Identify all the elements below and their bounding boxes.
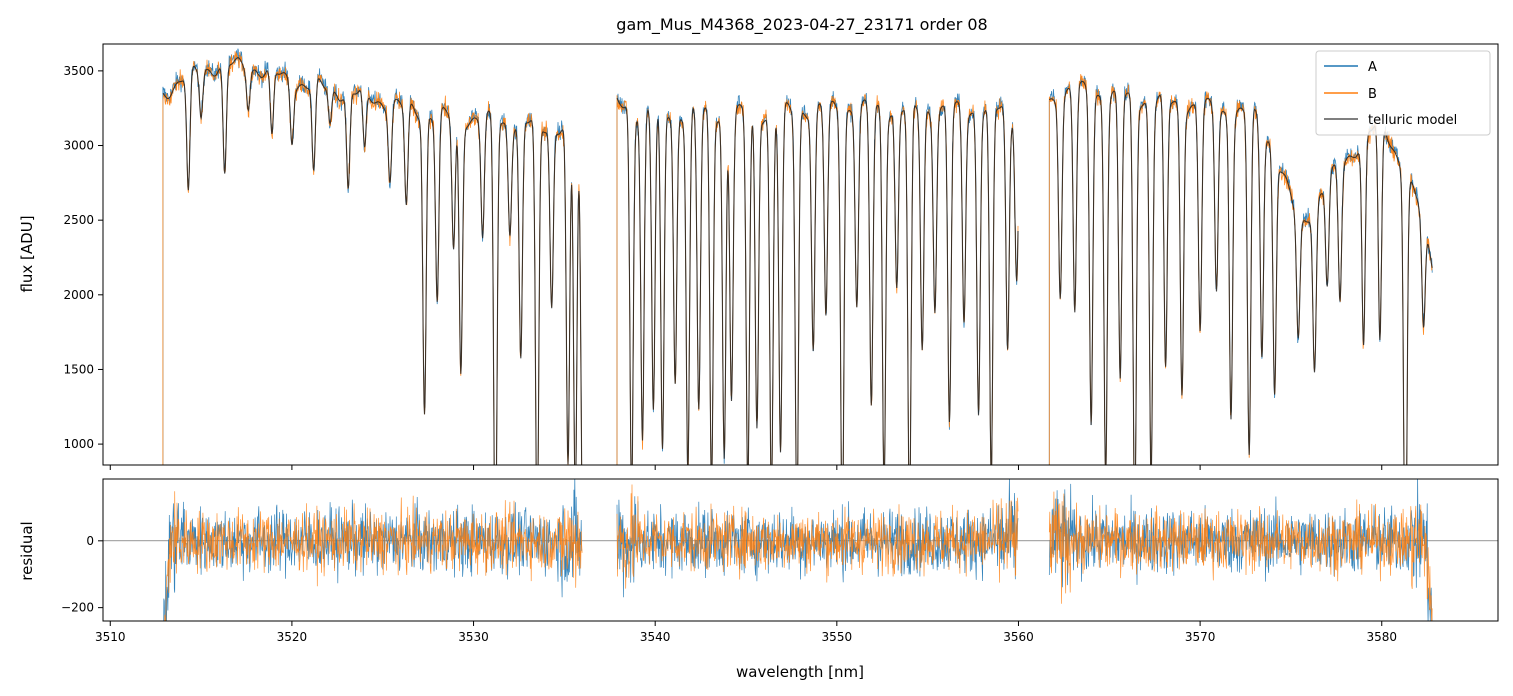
residual-axes-frame	[102, 478, 1499, 622]
legend-box	[1315, 50, 1491, 136]
spectrum-ticks: 1000 1500 2000 2500 3000 3500	[63, 64, 1383, 470]
legend-label-b: B	[1368, 87, 1377, 102]
residual-b-line	[164, 484, 1433, 621]
wavelength-x-tick-label: 3570	[1185, 630, 1216, 644]
legend: A B telluric model	[1315, 50, 1491, 136]
wavelength-x-tick-label: 3550	[822, 630, 853, 644]
legend-label-a: A	[1368, 60, 1377, 75]
flux-y-tick-label: 1500	[63, 362, 94, 376]
flux-y-tick-label: 3000	[63, 139, 94, 153]
residual-lines	[103, 479, 1498, 621]
wavelength-x-tick-label: 3510	[95, 630, 126, 644]
spectrum-axes-frame	[102, 43, 1499, 466]
wavelength-x-tick-label: 3520	[277, 630, 308, 644]
residual-y-tick-label: −200	[61, 601, 94, 615]
flux-axis-label: flux [ADU]	[18, 215, 36, 292]
wavelength-x-tick-label: 3540	[640, 630, 671, 644]
flux-y-tick-label: 1000	[63, 437, 94, 451]
residual-panel: 3510 3520 3530 3540 3550 3560 3570 3580 −200 0 re…	[18, 478, 1499, 681]
chart-title: gam_Mus_M4368_2023-04-27_23171 order 08	[616, 15, 987, 35]
flux-y-tick-label: 2500	[63, 213, 94, 227]
flux-y-tick-label: 3500	[63, 64, 94, 78]
wavelength-x-tick-label: 3560	[1003, 630, 1034, 644]
residual-ticks: 3510 3520 3530 3540 3550 3560 3570 3580 −200 0	[61, 534, 1397, 644]
legend-label-telluric: telluric model	[1368, 113, 1457, 128]
flux-y-tick-label: 2000	[63, 288, 94, 302]
residual-axis-label: residual	[18, 521, 36, 580]
wavelength-x-tick-label: 3580	[1366, 630, 1397, 644]
spectrum-panel: 1000 1500 2000 2500 3000 3500 flux [ADU]	[18, 43, 1499, 470]
wavelength-x-tick-label: 3530	[458, 630, 489, 644]
residual-y-tick-label: 0	[86, 534, 94, 548]
wavelength-axis-label: wavelength [nm]	[736, 663, 864, 681]
